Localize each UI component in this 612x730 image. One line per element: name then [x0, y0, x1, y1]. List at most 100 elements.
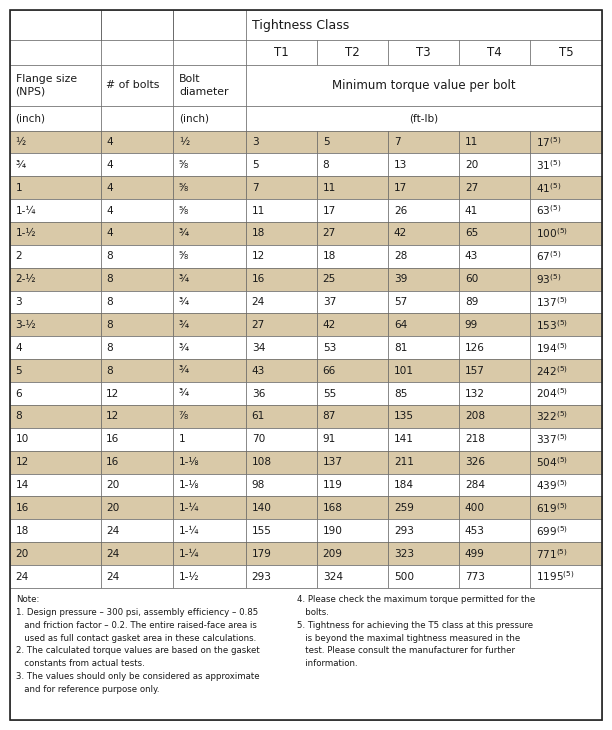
Text: Flange size
(NPS): Flange size (NPS) — [15, 74, 76, 97]
Text: 3-½: 3-½ — [15, 320, 36, 330]
Bar — [173, 245, 246, 268]
Bar — [317, 222, 388, 245]
Bar — [246, 199, 317, 222]
Bar — [531, 199, 602, 222]
Bar — [460, 199, 531, 222]
Bar — [531, 450, 602, 474]
Bar — [246, 428, 317, 450]
Text: Minimum torque value per bolt: Minimum torque value per bolt — [332, 79, 516, 92]
Text: ⁵⁄₈: ⁵⁄₈ — [179, 206, 189, 215]
Text: 12: 12 — [15, 457, 29, 467]
Text: 12: 12 — [252, 251, 265, 261]
Text: 8: 8 — [106, 320, 113, 330]
Text: $\mathregular{137}^{\mathregular{(5)}}$: $\mathregular{137}^{\mathregular{(5)}}$ — [536, 295, 568, 309]
Text: 53: 53 — [323, 343, 336, 353]
Text: 4. Please check the maximum torque permitted for the
   bolts.
5. Tightness for : 4. Please check the maximum torque permi… — [297, 595, 536, 668]
Text: 184: 184 — [394, 480, 414, 490]
Text: 12: 12 — [106, 388, 119, 399]
Text: ¾: ¾ — [179, 388, 189, 399]
Text: $\mathregular{619}^{\mathregular{(5)}}$: $\mathregular{619}^{\mathregular{(5)}}$ — [536, 501, 568, 515]
Bar — [100, 131, 173, 153]
Bar — [317, 474, 388, 496]
Bar — [460, 496, 531, 519]
Bar — [460, 291, 531, 313]
Bar — [100, 64, 173, 106]
Text: 119: 119 — [323, 480, 343, 490]
Bar — [173, 428, 246, 450]
Text: 293: 293 — [394, 526, 414, 536]
Text: 500: 500 — [394, 572, 414, 582]
Bar — [531, 268, 602, 291]
Text: 3: 3 — [252, 137, 258, 147]
Text: Tightness Class: Tightness Class — [252, 18, 349, 31]
Bar — [531, 40, 602, 64]
Text: 37: 37 — [323, 297, 336, 307]
Bar — [246, 542, 317, 565]
Bar — [100, 337, 173, 359]
Bar — [388, 519, 460, 542]
Bar — [100, 199, 173, 222]
Bar — [388, 245, 460, 268]
Bar — [246, 245, 317, 268]
Bar — [100, 245, 173, 268]
Bar — [388, 565, 460, 588]
Bar — [246, 176, 317, 199]
Text: 57: 57 — [394, 297, 407, 307]
Bar — [531, 131, 602, 153]
Text: 91: 91 — [323, 434, 336, 445]
Text: T4: T4 — [488, 46, 502, 58]
Text: (inch): (inch) — [15, 113, 45, 123]
Bar — [246, 450, 317, 474]
Bar — [10, 199, 100, 222]
Text: ⁵⁄₈: ⁵⁄₈ — [179, 182, 189, 193]
Bar — [460, 519, 531, 542]
Text: 98: 98 — [252, 480, 265, 490]
Bar — [388, 291, 460, 313]
Text: $\mathregular{93}^{\mathregular{(5)}}$: $\mathregular{93}^{\mathregular{(5)}}$ — [536, 272, 561, 286]
Text: 1-⅛: 1-⅛ — [179, 480, 200, 490]
Bar — [531, 565, 602, 588]
Bar — [317, 131, 388, 153]
Text: 42: 42 — [394, 228, 407, 239]
Bar — [531, 153, 602, 176]
Text: 18: 18 — [252, 228, 265, 239]
Text: 20: 20 — [15, 549, 29, 558]
Text: 8: 8 — [323, 160, 329, 170]
Text: 1-¼: 1-¼ — [179, 503, 200, 513]
Bar — [317, 337, 388, 359]
Bar — [173, 222, 246, 245]
Text: 1-½: 1-½ — [15, 228, 36, 239]
Bar — [10, 245, 100, 268]
Text: 1-⅛: 1-⅛ — [179, 457, 200, 467]
Bar — [10, 337, 100, 359]
Text: 141: 141 — [394, 434, 414, 445]
Bar — [388, 199, 460, 222]
Text: 13: 13 — [394, 160, 407, 170]
Bar — [317, 542, 388, 565]
Bar — [388, 428, 460, 450]
Bar — [100, 106, 173, 131]
Bar — [460, 268, 531, 291]
Text: # of bolts: # of bolts — [106, 80, 160, 91]
Text: 8: 8 — [106, 366, 113, 376]
Bar — [173, 542, 246, 565]
Text: ¾: ¾ — [179, 274, 189, 284]
Text: $\mathregular{67}^{\mathregular{(5)}}$: $\mathregular{67}^{\mathregular{(5)}}$ — [536, 250, 561, 264]
Text: 66: 66 — [323, 366, 336, 376]
Text: ¾: ¾ — [179, 366, 189, 376]
Bar — [10, 176, 100, 199]
Text: 293: 293 — [252, 572, 272, 582]
Bar — [10, 64, 100, 106]
Text: 4: 4 — [106, 228, 113, 239]
Bar — [531, 474, 602, 496]
Bar — [10, 313, 100, 337]
Text: $\mathregular{63}^{\mathregular{(5)}}$: $\mathregular{63}^{\mathregular{(5)}}$ — [536, 204, 561, 218]
Text: 4: 4 — [15, 343, 22, 353]
Text: 218: 218 — [465, 434, 485, 445]
Text: 16: 16 — [106, 434, 119, 445]
Text: 20: 20 — [465, 160, 478, 170]
Bar — [100, 291, 173, 313]
Text: 8: 8 — [106, 251, 113, 261]
Text: 17: 17 — [323, 206, 336, 215]
Bar — [173, 106, 246, 131]
